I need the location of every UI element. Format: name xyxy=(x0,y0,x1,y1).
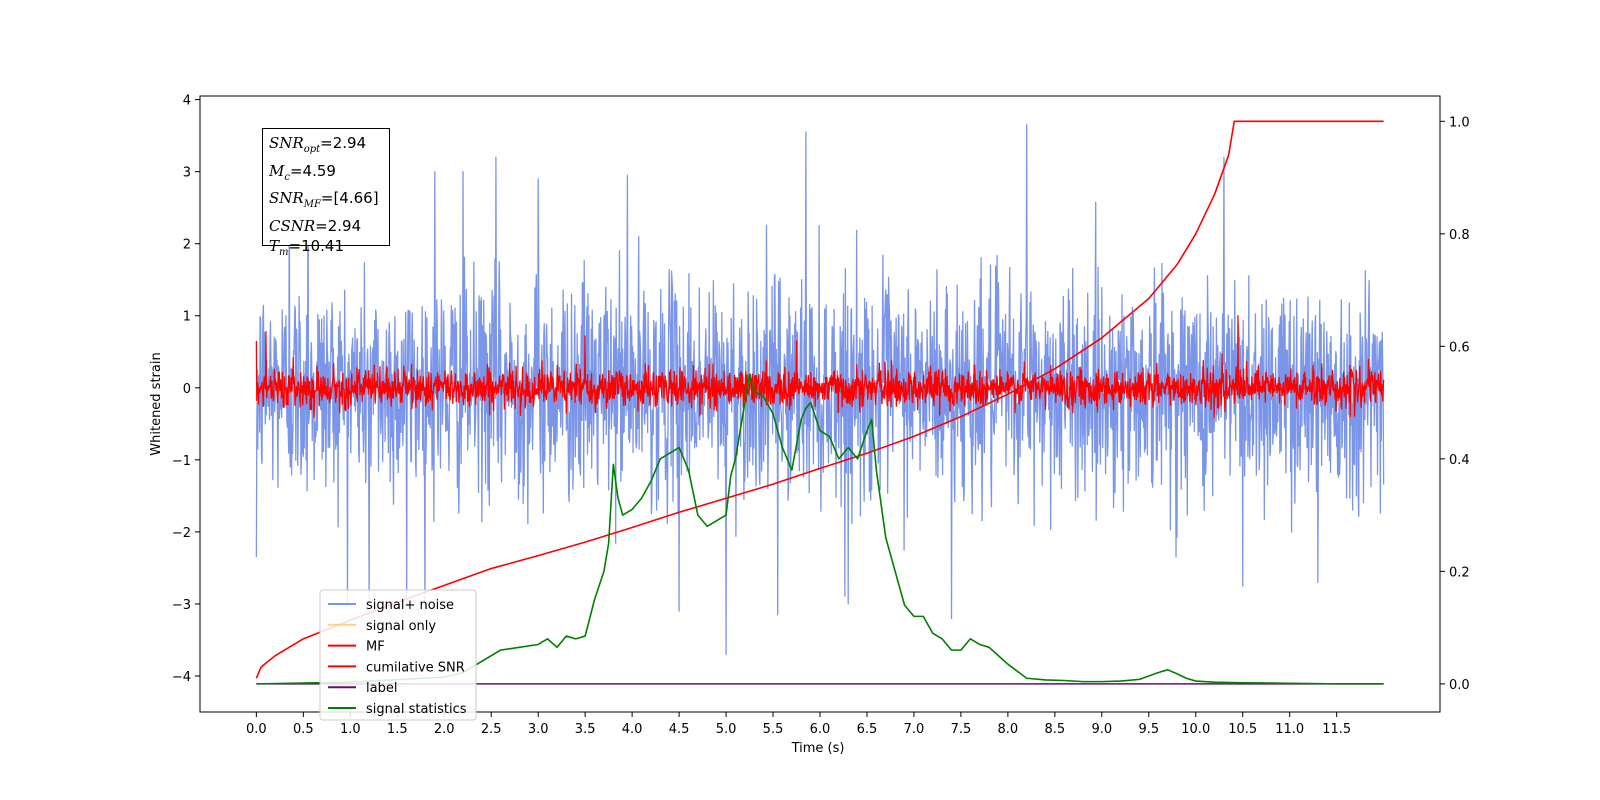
x-tick-label: 0.0 xyxy=(246,722,267,737)
x-tick-label: 4.5 xyxy=(669,722,690,737)
y-axis-left: 4 3 2 1 0 −1 −2 −3 −4 xyxy=(172,94,200,685)
x-axis-label: Time (s) xyxy=(791,741,845,756)
x-tick-label: 11.0 xyxy=(1275,722,1304,737)
legend-label: signal+ noise xyxy=(366,598,454,613)
x-tick-label: 5.5 xyxy=(763,722,784,737)
legend-label: signal statistics xyxy=(366,702,467,717)
x-tick-label: 4.0 xyxy=(622,722,643,737)
y-right-tick-label: 0.0 xyxy=(1449,678,1470,693)
series-line-signal-statistics xyxy=(256,373,1384,685)
y-axis-right: 1.0 0.8 0.6 0.4 0.2 0.0 xyxy=(1440,115,1470,693)
legend: signal+ noise signal only MF cumilative SNR… xyxy=(319,589,477,721)
legend-box xyxy=(319,589,477,721)
x-tick-label: 0.5 xyxy=(293,722,314,737)
annotation-value: =4.59 xyxy=(289,161,336,180)
x-tick-label: 8.5 xyxy=(1045,722,1066,737)
y-left-tick-label: 4 xyxy=(183,94,191,109)
x-tick-label: 3.0 xyxy=(528,722,549,737)
x-tick-label: 2.0 xyxy=(434,722,455,737)
x-tick-label: 1.0 xyxy=(340,722,361,737)
series-line-mf xyxy=(255,315,1385,419)
y-left-tick-label: 2 xyxy=(183,238,191,253)
x-tick-label: 9.5 xyxy=(1138,722,1159,737)
annotation-symbol: SNR xyxy=(269,134,304,152)
annotation-value: =2.94 xyxy=(320,134,367,152)
x-tick-label: 7.0 xyxy=(904,722,925,737)
legend-label: MF xyxy=(366,640,385,655)
legend-label: signal only xyxy=(366,619,436,634)
x-tick-label: 9.0 xyxy=(1091,722,1112,737)
annotation-line: SNRMF=[4.66] xyxy=(269,188,383,216)
annotation-value: =10.41 xyxy=(288,237,345,255)
x-tick-label: 10.0 xyxy=(1181,722,1210,737)
annotation-subscript: opt xyxy=(303,144,321,155)
x-tick-label: 1.5 xyxy=(387,722,408,737)
x-tick-label: 6.0 xyxy=(810,722,831,737)
annotation-value: =[4.66] xyxy=(320,189,379,207)
y-left-tick-label: 1 xyxy=(183,310,191,325)
x-tick-label: 3.5 xyxy=(575,722,596,737)
y-left-tick-label: 3 xyxy=(183,166,191,181)
annotation-symbol: SNR xyxy=(269,189,304,207)
annotation-line: SNRopt=2.94 xyxy=(269,133,383,161)
legend-label: label xyxy=(366,681,397,696)
y-left-tick-label: −2 xyxy=(172,526,191,541)
x-tick-label: 6.5 xyxy=(857,722,878,737)
x-tick-label: 8.0 xyxy=(998,722,1019,737)
annotation-symbol: T xyxy=(269,237,280,255)
y-axis-label: Whitened strain xyxy=(149,352,164,455)
annotation-line: CSNR=2.94 xyxy=(269,216,383,237)
y-right-tick-label: 0.8 xyxy=(1449,228,1470,243)
y-right-tick-label: 0.2 xyxy=(1449,565,1470,580)
annotation-subscript: m xyxy=(279,247,289,258)
y-left-tick-label: 0 xyxy=(183,382,191,397)
y-left-tick-label: −3 xyxy=(172,598,191,613)
stats-annotation: SNRopt=2.94 Mc=4.59 SNRMF=[4.66] CSNR=2.94 T… xyxy=(262,128,390,258)
y-right-tick-label: 0.4 xyxy=(1449,453,1470,468)
y-right-tick-label: 0.6 xyxy=(1449,340,1470,355)
annotation-subscript: MF xyxy=(303,199,321,210)
y-right-tick-label: 1.0 xyxy=(1449,115,1470,130)
x-tick-label: 11.5 xyxy=(1322,722,1351,737)
x-tick-label: 2.5 xyxy=(481,722,502,737)
annotation-subscript: c xyxy=(284,171,290,183)
annotation-value: =2.94 xyxy=(315,216,362,235)
x-tick-label: 10.5 xyxy=(1228,722,1257,737)
annotation-symbol: CSNR xyxy=(269,216,316,235)
y-left-tick-label: −1 xyxy=(172,454,191,469)
annotation-line: Tm=10.41 xyxy=(269,236,383,264)
annotation-symbol: M xyxy=(269,161,285,180)
legend-label: cumilative SNR xyxy=(366,660,465,675)
x-tick-label: 7.5 xyxy=(951,722,972,737)
annotation-line: Mc=4.59 xyxy=(269,161,383,189)
x-axis: 0.0 0.5 1.0 1.5 2.0 2.5 3.0 3.5 4.0 4.5 5.0 5.5 6.0 6… xyxy=(246,712,1351,737)
x-tick-label: 5.0 xyxy=(716,722,737,737)
y-left-tick-label: −4 xyxy=(172,670,191,685)
